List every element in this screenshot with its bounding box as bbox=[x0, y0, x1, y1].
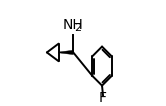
Text: 2: 2 bbox=[74, 23, 81, 33]
Text: NH: NH bbox=[63, 18, 83, 32]
Text: F: F bbox=[99, 91, 107, 105]
Polygon shape bbox=[59, 50, 73, 55]
